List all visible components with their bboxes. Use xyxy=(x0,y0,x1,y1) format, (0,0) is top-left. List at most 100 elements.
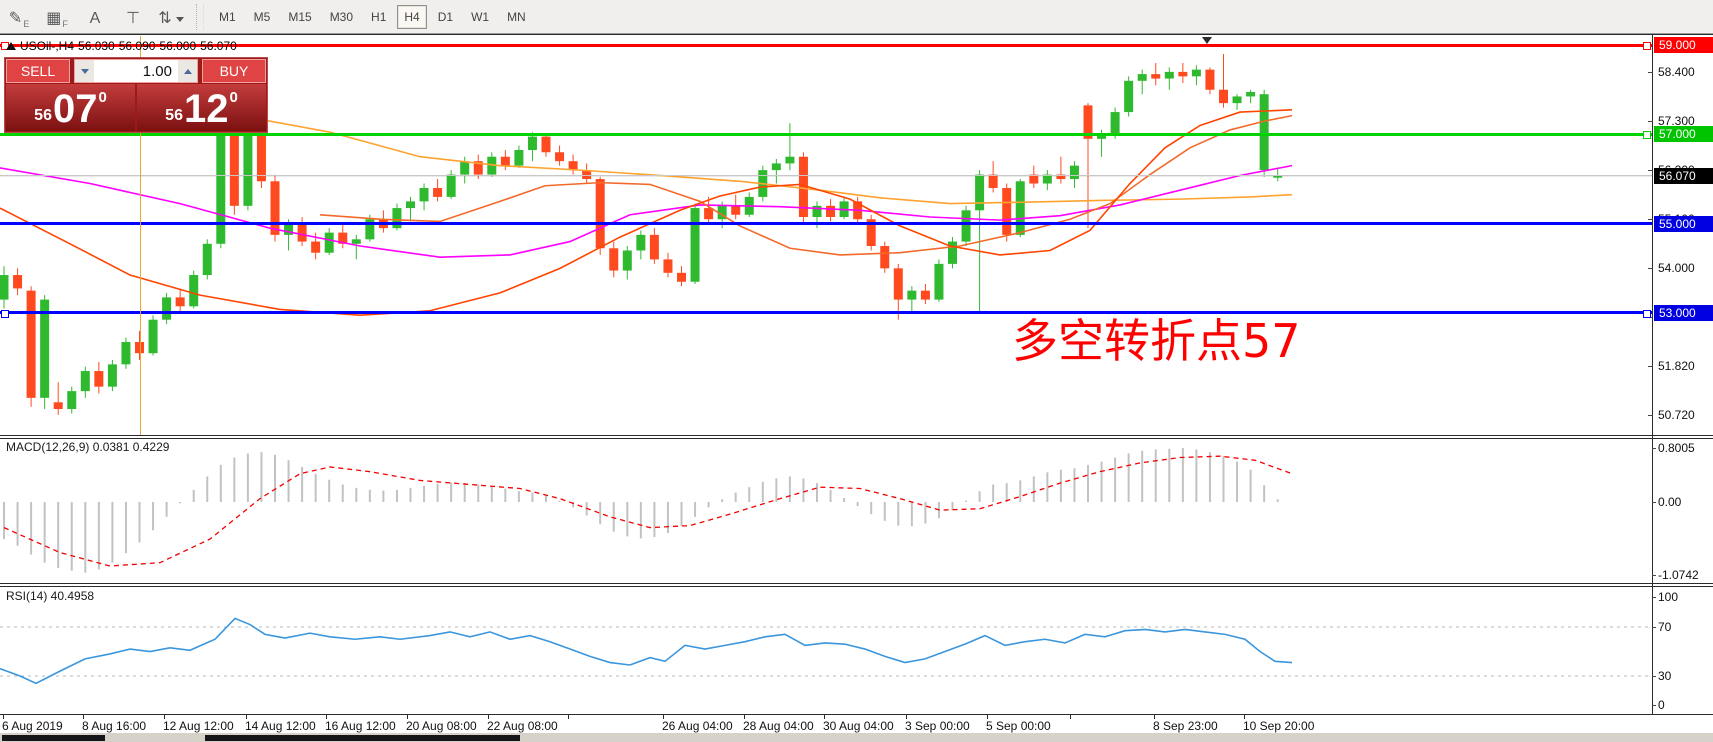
time-label: 20 Aug 08:00 xyxy=(406,719,477,733)
textbox-t-icon[interactable]: ⊤ xyxy=(117,5,149,29)
timeframe-mn[interactable]: MN xyxy=(507,9,526,24)
time-tick xyxy=(824,715,825,719)
hline-56.070[interactable] xyxy=(0,175,1652,177)
macd-tick-label: 0.8005 xyxy=(1658,441,1695,455)
rsi-tick-label: 100 xyxy=(1658,590,1679,604)
price-tick xyxy=(1648,219,1653,221)
sell-button[interactable]: SELL xyxy=(6,59,70,83)
price-badge-53.000: 53.000 xyxy=(1654,304,1713,321)
time-label: 10 Sep 20:00 xyxy=(1243,719,1315,733)
macd-panel-border xyxy=(0,438,1713,439)
hline-57.000[interactable] xyxy=(0,132,1652,136)
macd-tick-label: -1.0742 xyxy=(1658,568,1699,582)
time-axis[interactable]: 6 Aug 2019 8 Aug 16:00 12 Aug 12:00 14 Aug … xyxy=(0,714,1713,734)
chart-shift-marker-icon[interactable] xyxy=(1202,37,1212,44)
rsi-panel-divider xyxy=(0,583,1713,584)
toolbar-icons: ✎ E ▦ F A ⊤ ⇅ xyxy=(0,5,190,29)
sell-quote-button[interactable]: 56 07 0 xyxy=(6,84,135,131)
main-chart-top-border xyxy=(0,34,1713,35)
chart-text-annotation[interactable]: 多空转折点57 xyxy=(1012,314,1301,368)
time-tick xyxy=(164,715,165,719)
ohlc-open: 56.030 xyxy=(78,39,115,53)
time-tick xyxy=(1244,715,1245,719)
price-tick xyxy=(1648,365,1653,367)
draw-indicator-e-icon[interactable]: ✎ E xyxy=(3,5,35,29)
macd-tick xyxy=(1652,448,1656,449)
time-tick xyxy=(3,715,4,719)
price-tick xyxy=(1648,170,1653,172)
time-label: 12 Aug 12:00 xyxy=(163,719,234,733)
line-handle[interactable] xyxy=(1,309,9,318)
timeframe-m1[interactable]: M1 xyxy=(219,9,236,24)
time-label: 6 Aug 2019 xyxy=(2,719,63,733)
window-strip-segment xyxy=(2,735,105,741)
grid-object-f-icon[interactable]: ▦ F xyxy=(41,5,73,29)
time-tick xyxy=(744,715,745,719)
time-label: 5 Sep 00:00 xyxy=(986,719,1051,733)
timeframe-m15[interactable]: M15 xyxy=(288,9,312,24)
time-label: 16 Aug 12:00 xyxy=(325,719,396,733)
text-label-a-icon[interactable]: A xyxy=(79,5,111,29)
buy-price-pips: 12 xyxy=(183,87,229,131)
time-label: 28 Aug 04:00 xyxy=(743,719,814,733)
sort-arrows-icon[interactable]: ⇅ xyxy=(155,5,187,29)
price-tick-label: 51.820 xyxy=(1658,358,1695,373)
ma-slow-orange xyxy=(149,110,1293,205)
draw-indicator-e-icon-sub: E xyxy=(23,18,30,29)
price-badge-59.000: 59.000 xyxy=(1654,37,1713,54)
ma-fast-red xyxy=(0,109,1293,317)
toolbar: ✎ E ▦ F A ⊤ ⇅ M1 M5 M15 M30 H1 H4 D1 W1 MN xyxy=(0,0,1713,34)
price-axis-line xyxy=(1652,34,1653,714)
timeframe-m30[interactable]: M30 xyxy=(329,9,354,24)
price-tick xyxy=(1648,268,1653,270)
price-tick xyxy=(1648,121,1653,122)
time-label: 3 Sep 00:00 xyxy=(905,719,970,733)
line-handle[interactable] xyxy=(1643,131,1651,140)
price-tick xyxy=(1648,71,1653,73)
macd-label: MACD(12,26,9) 0.0381 0.4229 xyxy=(6,440,170,454)
timeframe-m5[interactable]: M5 xyxy=(253,9,271,24)
rsi-tick xyxy=(1652,597,1656,598)
hline-59.000[interactable] xyxy=(0,43,1652,47)
rsi-panel-border xyxy=(0,586,1713,587)
bottom-window-strip xyxy=(0,733,1713,742)
volume-input[interactable] xyxy=(94,60,178,82)
time-tick xyxy=(326,715,327,719)
rsi-label: RSI(14) 40.4958 xyxy=(6,589,95,603)
buy-quote-button[interactable]: 56 12 0 xyxy=(137,84,266,131)
buy-price-point: 0 xyxy=(229,89,238,106)
time-tick xyxy=(663,715,664,719)
chevron-up-icon xyxy=(183,68,192,74)
text-label-a-icon: A xyxy=(89,9,101,27)
line-handle[interactable] xyxy=(1643,309,1651,318)
ohlc-readout: USOil-,H4 56.030 56.090 56.000 56.070 xyxy=(6,39,237,53)
macd-tick xyxy=(1652,575,1656,576)
timeframe-h4[interactable]: H4 xyxy=(397,4,427,29)
buy-button[interactable]: BUY xyxy=(202,59,266,83)
vertical-line-marker[interactable] xyxy=(140,36,141,435)
time-tick xyxy=(1154,715,1155,719)
hline-53.000[interactable] xyxy=(0,311,1652,315)
timeframe-d1[interactable]: D1 xyxy=(437,9,454,24)
macd-panel-divider xyxy=(0,435,1713,436)
chevron-down-icon xyxy=(175,16,184,22)
time-tick xyxy=(906,715,907,719)
time-tick xyxy=(1070,715,1071,719)
rsi-tick xyxy=(1652,676,1656,677)
price-tick xyxy=(1648,414,1653,416)
volume-decrease-button[interactable] xyxy=(75,60,94,82)
price-tick-label: 50.720 xyxy=(1658,407,1695,422)
timeframe-w1[interactable]: W1 xyxy=(471,9,490,24)
time-label: 8 Sep 23:00 xyxy=(1153,719,1218,733)
ohlc-low: 56.000 xyxy=(159,39,197,53)
time-label: 14 Aug 12:00 xyxy=(245,719,316,733)
price-badge-57.000: 57.000 xyxy=(1654,126,1713,143)
time-tick xyxy=(568,715,569,719)
time-tick xyxy=(246,715,247,719)
line-handle[interactable] xyxy=(1643,42,1651,51)
hline-55.000[interactable] xyxy=(0,222,1652,226)
time-label: 8 Aug 16:00 xyxy=(82,719,147,733)
timeframe-h1[interactable]: H1 xyxy=(371,9,387,24)
volume-increase-button[interactable] xyxy=(178,60,197,82)
chevron-down-icon xyxy=(80,68,89,74)
